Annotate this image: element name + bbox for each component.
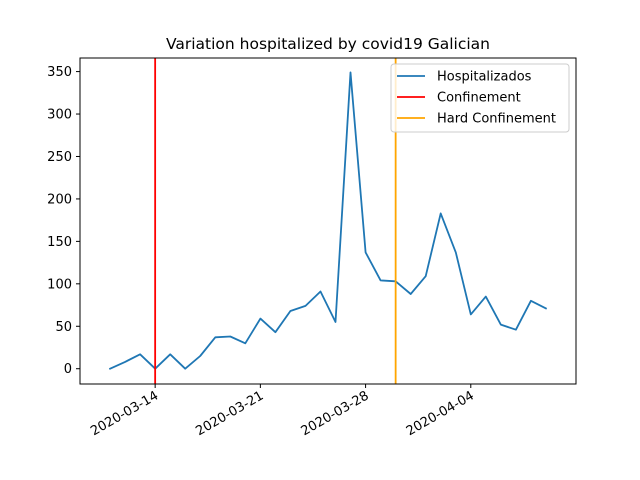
y-axis: 0 50 100 150 200 250 300 350 [47,65,80,377]
y-tick-label-4: 200 [47,192,72,207]
y-tick-label-0: 0 [64,362,72,377]
legend-box [390,63,570,133]
y-tick-label-1: 50 [55,320,72,335]
x-axis: 2020-03-14 2020-03-21 2020-03-28 2020-04-04 [88,384,477,439]
x-tick-label-3: 2020-04-04 [404,388,477,439]
chart-title: Variation hospitalized by covid19 Galici… [166,35,490,53]
legend: Hospitalizados Confinement Hard Confinemen… [390,63,570,133]
x-tick-label-1: 2020-03-21 [193,388,266,439]
y-tick-label-5: 250 [47,150,72,165]
series-line-0 [108,71,548,370]
y-tick-label-6: 300 [47,108,72,123]
legend-label-1: Confinement [437,91,521,106]
legend-label-0: Hospitalizados [437,70,532,85]
x-tick-label-0: 2020-03-14 [88,388,161,439]
legend-label-2: Hard Confinement [437,112,556,127]
axes-frame [79,57,577,385]
y-tick-label-2: 100 [47,277,72,292]
y-tick-label-7: 350 [47,65,72,80]
y-tick-label-3: 150 [47,235,72,250]
x-tick-label-2: 2020-03-28 [299,388,372,439]
